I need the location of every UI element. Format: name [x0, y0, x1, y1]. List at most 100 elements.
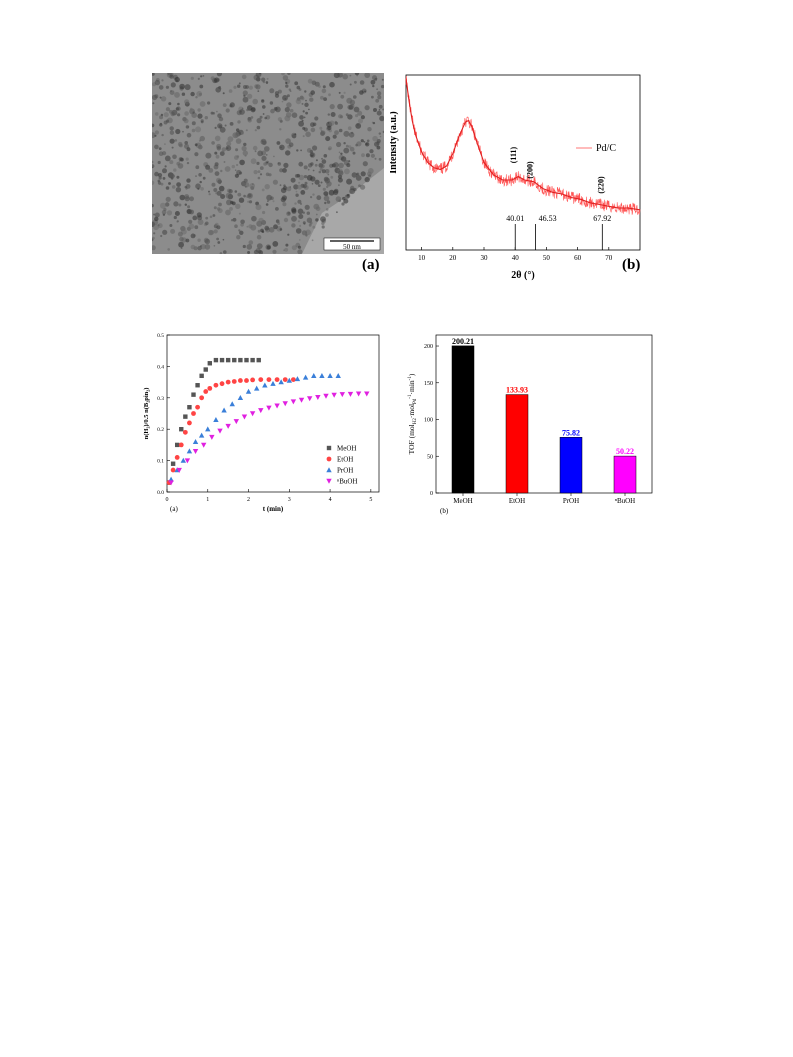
x-tick-label: 20 — [449, 254, 457, 262]
data-point-square — [207, 361, 213, 366]
tem-particle — [285, 138, 291, 144]
tem-particle — [319, 167, 323, 171]
tem-particle — [216, 237, 219, 241]
tem-particle — [360, 171, 366, 177]
reference-label: 46.53 — [539, 214, 557, 223]
tem-particle — [340, 156, 347, 162]
tem-particle — [158, 182, 162, 185]
tem-particle — [324, 201, 327, 205]
data-point-circle — [266, 377, 272, 382]
x-tick-label: 60 — [574, 254, 582, 262]
tem-particle — [272, 241, 279, 247]
tem-particle — [154, 134, 157, 137]
data-point-triangle-down — [339, 392, 346, 398]
tem-particle — [379, 115, 384, 122]
tem-particle — [291, 223, 296, 228]
tem-particle — [186, 147, 191, 152]
tem-particle — [274, 91, 279, 96]
y-label-mid: ·mol — [407, 404, 416, 418]
plot-frame — [405, 74, 641, 251]
tem-particle — [256, 118, 262, 124]
x-tick-label: 3 — [288, 497, 291, 503]
tem-particle — [165, 196, 171, 202]
tem-particle — [208, 190, 210, 193]
reference-label: 67.92 — [593, 214, 611, 223]
data-point-triangle-down — [225, 423, 231, 429]
data-point-triangle — [294, 376, 301, 382]
tem-particle — [308, 223, 312, 227]
tem-particle — [295, 98, 302, 105]
data-point-square — [219, 357, 225, 363]
tem-particle — [320, 216, 326, 223]
tem-particle — [223, 161, 226, 163]
tem-particle — [177, 141, 183, 147]
tem-particle — [214, 171, 220, 176]
tem-particle — [382, 130, 384, 134]
data-point-triangle — [198, 432, 205, 438]
tem-particle — [252, 145, 258, 151]
tem-particle — [297, 245, 302, 249]
tem-particle — [211, 141, 215, 145]
tem-particle — [376, 88, 378, 90]
tem-particle — [213, 206, 217, 210]
tem-particle — [189, 196, 194, 202]
tem-particle — [315, 159, 318, 162]
tem-particle — [295, 193, 299, 197]
tem-particle — [329, 81, 335, 88]
y-tick-label: 0.0 — [157, 490, 164, 496]
tem-particle — [259, 166, 264, 170]
tem-particle — [186, 132, 192, 138]
tem-particle — [305, 99, 307, 102]
tem-particle — [197, 246, 202, 251]
tem-particle — [269, 88, 275, 94]
y-label-sub-pd: Pd — [413, 398, 418, 404]
tem-particle — [298, 174, 305, 181]
tem-particle — [161, 79, 164, 82]
tem-particle — [199, 101, 206, 107]
tem-particle — [366, 139, 370, 143]
data-point-triangle-down — [331, 392, 337, 398]
tem-particle — [256, 243, 263, 250]
tem-particle — [312, 145, 318, 151]
tem-particle — [258, 217, 264, 224]
bar — [613, 455, 637, 494]
tem-particle — [262, 140, 267, 146]
tem-particle — [169, 138, 175, 144]
tem-particle — [165, 202, 170, 207]
tem-particle — [158, 176, 162, 180]
tem-particle — [239, 159, 245, 166]
data-point-triangle-down — [298, 397, 305, 403]
tem-particle — [336, 141, 342, 148]
tem-particle — [377, 95, 382, 100]
data-point-square — [191, 392, 196, 397]
tem-particle — [299, 224, 302, 227]
data-point-circle — [199, 395, 205, 401]
tem-particle — [309, 97, 314, 102]
tem-particle — [210, 111, 214, 115]
data-point-square — [183, 414, 188, 419]
tem-particle — [309, 221, 313, 225]
tem-particle — [362, 161, 368, 167]
tem-particle — [196, 212, 202, 218]
y-label-end: ·min — [407, 380, 416, 394]
tem-particle — [336, 211, 338, 214]
tem-particle — [205, 152, 212, 159]
tem-particle — [381, 78, 384, 81]
tem-particle — [216, 177, 222, 183]
tem-particle — [282, 202, 287, 207]
tem-particle — [291, 215, 297, 222]
tem-particle — [217, 241, 221, 244]
data-point-triangle — [253, 385, 260, 391]
tem-particle — [321, 157, 323, 160]
tem-particle — [199, 135, 205, 142]
tem-particle — [294, 81, 299, 86]
tem-particle — [343, 147, 350, 154]
tem-particle — [239, 171, 243, 175]
legend-label: PrOH — [337, 467, 353, 475]
tem-particle — [359, 80, 365, 85]
tem-particle — [152, 203, 154, 208]
tem-particle — [255, 73, 262, 78]
tem-particle — [297, 249, 303, 254]
tem-particle — [264, 184, 270, 190]
data-point-circle — [195, 404, 200, 410]
